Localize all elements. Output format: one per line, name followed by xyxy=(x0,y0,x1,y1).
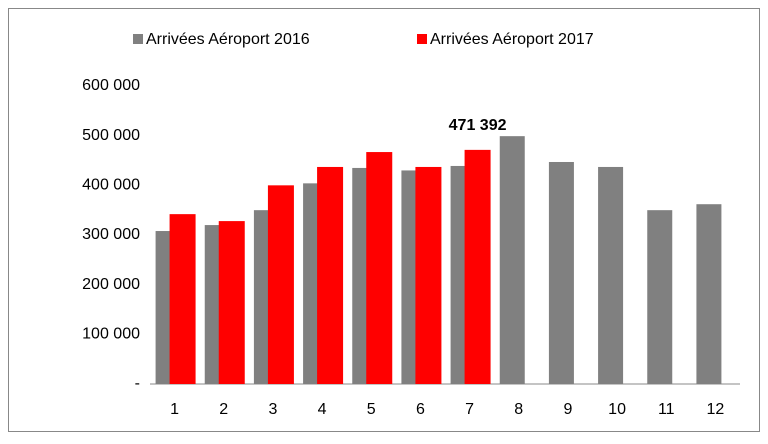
x-tick-label: 6 xyxy=(416,401,425,418)
y-tick-label: 400 000 xyxy=(82,177,140,194)
x-tick-label: 8 xyxy=(514,401,523,418)
bar xyxy=(647,210,673,384)
bar xyxy=(317,166,344,384)
x-tick-label: 3 xyxy=(268,401,277,418)
x-tick-label: 9 xyxy=(563,401,572,418)
legend-label: Arrivées Aéroport 2017 xyxy=(430,31,594,48)
x-tick-label: 11 xyxy=(658,401,675,418)
bar xyxy=(548,161,574,384)
bar xyxy=(366,152,393,384)
bar xyxy=(218,221,245,384)
x-tick-label: 7 xyxy=(465,401,474,418)
bar xyxy=(499,136,525,384)
x-tick-label: 4 xyxy=(318,401,327,418)
bar xyxy=(464,149,491,384)
y-tick-label: 500 000 xyxy=(82,127,140,144)
x-tick-label: 2 xyxy=(219,401,228,418)
y-tick-label: - xyxy=(135,375,140,392)
bar xyxy=(267,185,294,384)
bar xyxy=(415,166,442,384)
y-tick-label: 200 000 xyxy=(82,276,140,293)
x-tick-label: 10 xyxy=(608,401,626,418)
legend-label: Arrivées Aéroport 2016 xyxy=(146,31,310,48)
legend-swatch xyxy=(133,34,143,44)
data-label: 471 392 xyxy=(449,117,507,134)
x-tick-label: 5 xyxy=(367,401,376,418)
y-tick-label: 300 000 xyxy=(82,226,140,243)
bar xyxy=(598,166,624,384)
y-tick-label: 100 000 xyxy=(82,326,140,343)
y-tick-label: 600 000 xyxy=(82,77,140,94)
legend-swatch xyxy=(417,34,427,44)
bar xyxy=(169,214,196,384)
x-tick-label: 1 xyxy=(170,401,179,418)
x-tick-label: 12 xyxy=(707,401,725,418)
bar xyxy=(696,204,722,384)
